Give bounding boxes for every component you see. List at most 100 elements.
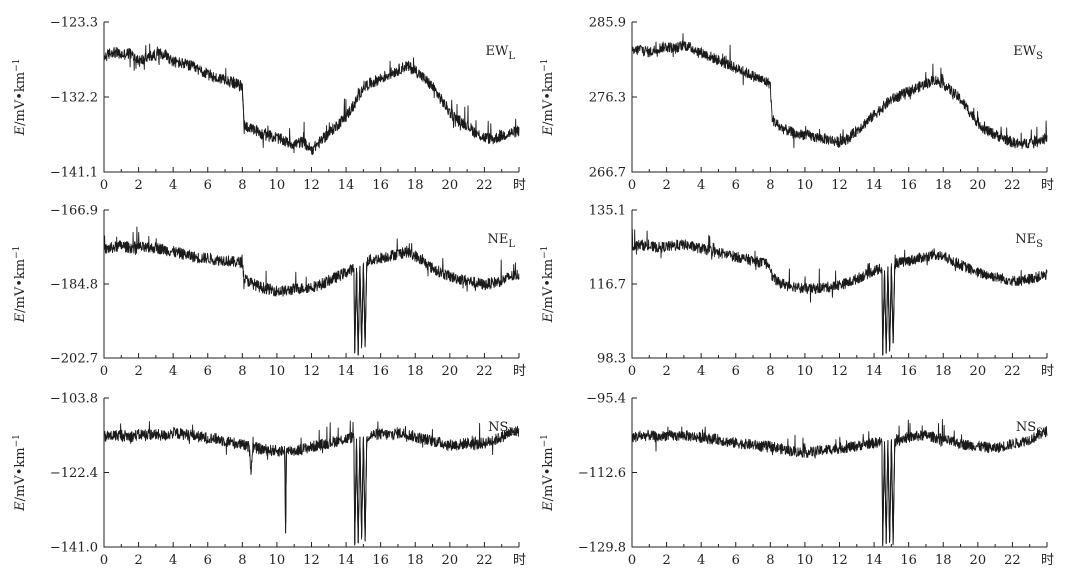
series-label: EWL bbox=[486, 44, 516, 62]
x-tick-label: 16 bbox=[372, 553, 389, 568]
y-axis-label: E/mV•km−1 bbox=[12, 246, 28, 324]
axes-frame bbox=[631, 398, 1047, 548]
x-tick-label: 10 bbox=[797, 553, 814, 568]
panel-ns-l: −103.8 −122.4 −141.00 2 4 6 8 10 12 14 16 18 20 22 时 E/… bbox=[12, 392, 526, 569]
panel-ne-l: −166.9 −184.8 −202.70 2 4 6 8 10 12 14 16 18 20 22 时 E/… bbox=[12, 204, 526, 380]
data-trace bbox=[631, 228, 1048, 356]
x-unit-label: 时 bbox=[1041, 553, 1054, 568]
x-tick-label: 10 bbox=[797, 178, 814, 193]
y-tick-label: −202.7 bbox=[50, 352, 98, 367]
x-unit-label: 时 bbox=[1041, 178, 1054, 193]
x-tick-label: 2 bbox=[662, 553, 670, 568]
x-tick-label: 14 bbox=[866, 178, 883, 193]
x-tick-label: 6 bbox=[732, 364, 740, 379]
x-tick-label: 16 bbox=[372, 364, 389, 379]
y-tick-label: −123.3 bbox=[50, 16, 98, 31]
x-tick-label: 10 bbox=[269, 364, 286, 379]
series-label: NEL bbox=[487, 232, 515, 250]
x-tick-label: 12 bbox=[303, 553, 320, 568]
x-tick-label: 16 bbox=[900, 553, 917, 568]
x-tick-label: 12 bbox=[831, 178, 848, 193]
x-tick-label: 4 bbox=[169, 364, 177, 379]
x-unit-label: 时 bbox=[513, 178, 526, 193]
x-tick-label: 2 bbox=[134, 553, 142, 568]
axes-frame bbox=[103, 210, 519, 359]
x-tick-label: 20 bbox=[970, 553, 987, 568]
x-tick-label: 8 bbox=[238, 553, 246, 568]
x-tick-label: 0 bbox=[100, 364, 108, 379]
x-tick-label: 0 bbox=[100, 553, 108, 568]
x-tick-label: 6 bbox=[204, 553, 212, 568]
x-unit-label: 时 bbox=[513, 553, 526, 568]
x-tick-label: 16 bbox=[900, 178, 917, 193]
x-tick-label: 0 bbox=[628, 178, 636, 193]
series-label: NES bbox=[1015, 232, 1043, 250]
y-axis-label: E/mV•km−1 bbox=[540, 59, 556, 137]
x-tick-label: 8 bbox=[766, 553, 774, 568]
x-tick-label: 20 bbox=[970, 178, 987, 193]
x-tick-label: 18 bbox=[935, 553, 952, 568]
x-tick-label: 16 bbox=[372, 178, 389, 193]
x-tick-label: 20 bbox=[442, 364, 459, 379]
data-trace bbox=[103, 420, 520, 545]
x-tick-label: 0 bbox=[100, 178, 108, 193]
x-tick-label: 22 bbox=[476, 553, 493, 568]
x-tick-label: 6 bbox=[732, 178, 740, 193]
y-tick-label: −184.8 bbox=[50, 278, 98, 293]
y-tick-label: −132.2 bbox=[50, 91, 98, 106]
x-tick-label: 18 bbox=[407, 178, 424, 193]
y-tick-label: −122.4 bbox=[50, 466, 98, 481]
x-tick-label: 6 bbox=[204, 178, 212, 193]
x-tick-label: 20 bbox=[970, 364, 987, 379]
y-tick-label: 276.3 bbox=[589, 91, 626, 106]
x-tick-label: 4 bbox=[697, 553, 705, 568]
data-trace bbox=[103, 226, 520, 352]
y-tick-label: 116.7 bbox=[589, 278, 626, 293]
x-tick-label: 18 bbox=[935, 364, 952, 379]
panel-ns-s: −95.4 −112.6 −129.80 2 4 6 8 10 12 14 16 18 20 22 时 E/m… bbox=[540, 392, 1054, 569]
x-tick-label: 14 bbox=[338, 553, 355, 568]
x-tick-label: 6 bbox=[732, 553, 740, 568]
series-label: EWS bbox=[1013, 44, 1043, 62]
data-trace bbox=[103, 43, 520, 155]
x-tick-label: 4 bbox=[169, 553, 177, 568]
spike-trace bbox=[892, 262, 897, 344]
x-tick-label: 22 bbox=[1004, 364, 1021, 379]
x-tick-label: 10 bbox=[797, 364, 814, 379]
x-tick-label: 16 bbox=[900, 364, 917, 379]
spike-trace bbox=[285, 450, 295, 534]
y-tick-label: −103.8 bbox=[50, 392, 98, 407]
axes-frame bbox=[631, 22, 1047, 173]
y-tick-label: 98.3 bbox=[597, 352, 626, 367]
y-axis-label: E/mV•km−1 bbox=[540, 246, 556, 324]
x-tick-label: 0 bbox=[628, 553, 636, 568]
x-tick-label: 2 bbox=[134, 364, 142, 379]
y-tick-label: 266.7 bbox=[589, 166, 626, 181]
spike-trace bbox=[364, 259, 369, 347]
x-unit-label: 时 bbox=[513, 364, 526, 379]
y-tick-label: −166.9 bbox=[50, 204, 98, 219]
y-axis-label: E/mV•km−1 bbox=[12, 59, 28, 137]
x-tick-label: 14 bbox=[338, 364, 355, 379]
x-tick-label: 22 bbox=[1004, 178, 1021, 193]
y-tick-label: −112.6 bbox=[578, 466, 626, 481]
x-tick-label: 20 bbox=[442, 178, 459, 193]
x-tick-label: 22 bbox=[476, 178, 493, 193]
x-tick-label: 10 bbox=[269, 553, 286, 568]
x-tick-label: 8 bbox=[766, 364, 774, 379]
y-axis-label: E/mV•km−1 bbox=[540, 434, 556, 512]
y-tick-label: −129.8 bbox=[578, 541, 626, 556]
y-tick-label: 285.9 bbox=[589, 16, 626, 31]
x-tick-label: 2 bbox=[662, 178, 670, 193]
x-tick-label: 8 bbox=[238, 364, 246, 379]
data-trace bbox=[631, 33, 1048, 150]
x-tick-label: 18 bbox=[935, 178, 952, 193]
y-tick-label: 135.1 bbox=[589, 204, 626, 219]
x-tick-label: 22 bbox=[1004, 553, 1021, 568]
x-tick-label: 14 bbox=[866, 553, 883, 568]
y-axis-label: E/mV•km−1 bbox=[12, 434, 28, 512]
x-tick-label: 14 bbox=[866, 364, 883, 379]
spike-trace bbox=[241, 86, 252, 130]
x-tick-label: 0 bbox=[628, 364, 636, 379]
x-tick-label: 12 bbox=[831, 364, 848, 379]
